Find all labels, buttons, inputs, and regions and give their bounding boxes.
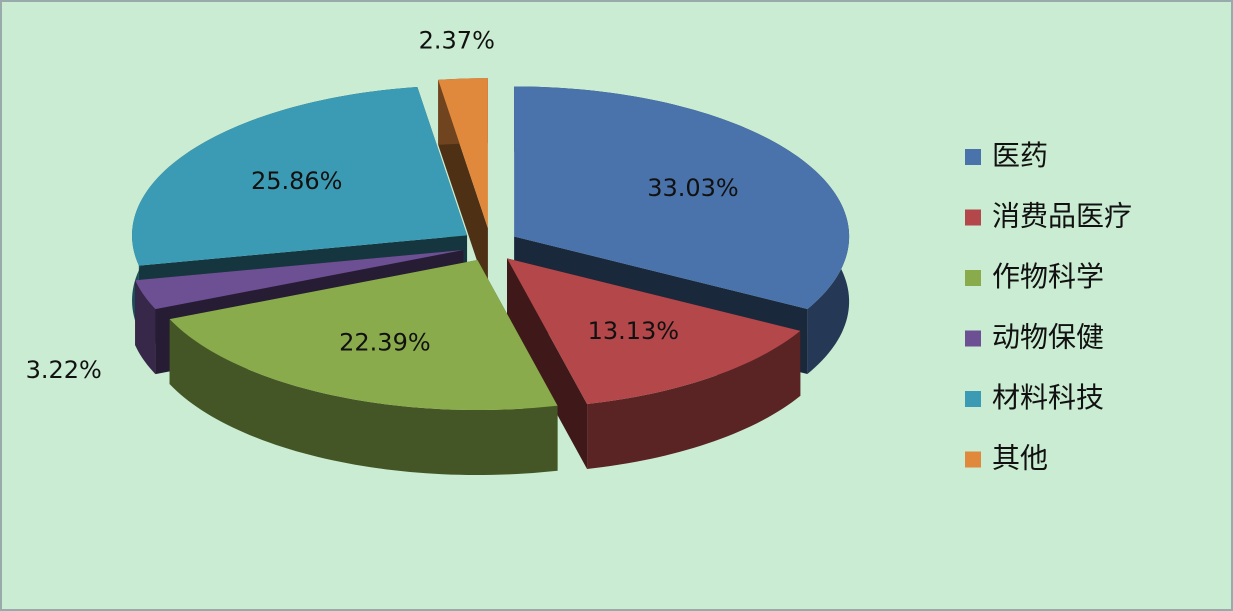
data-label: 25.86% — [251, 167, 343, 195]
legend-label: 材料科技 — [992, 381, 1104, 414]
slice — [438, 78, 488, 229]
slice-wall — [587, 330, 801, 469]
slice — [135, 250, 464, 310]
legend-label: 消费品医疗 — [992, 200, 1132, 233]
pie — [132, 78, 850, 476]
slice — [132, 87, 468, 266]
legend-swatch — [965, 209, 981, 226]
legend-swatch — [965, 391, 981, 407]
slice — [169, 260, 558, 411]
slice — [514, 86, 850, 309]
slice — [169, 260, 558, 476]
data-label: 3.22% — [26, 356, 102, 384]
slice — [438, 78, 488, 294]
slice — [507, 258, 801, 404]
slice-wall — [169, 319, 558, 476]
legend-swatch — [965, 330, 981, 347]
slice — [507, 258, 801, 469]
legend-label: 医药 — [992, 139, 1048, 172]
data-label: 13.13% — [588, 317, 680, 345]
slice-side — [507, 258, 588, 469]
data-label: 2.37% — [419, 26, 495, 54]
data-label: 22.39% — [339, 328, 431, 356]
legend-swatch — [965, 451, 981, 468]
legend-label: 其他 — [992, 442, 1048, 475]
legend-swatch — [965, 270, 981, 286]
legend-label: 动物保健 — [992, 321, 1104, 354]
slice-wall — [135, 280, 156, 375]
legend-label: 作物科学 — [992, 260, 1104, 293]
legend-swatch — [965, 149, 981, 165]
data-label: 33.03% — [647, 174, 739, 202]
